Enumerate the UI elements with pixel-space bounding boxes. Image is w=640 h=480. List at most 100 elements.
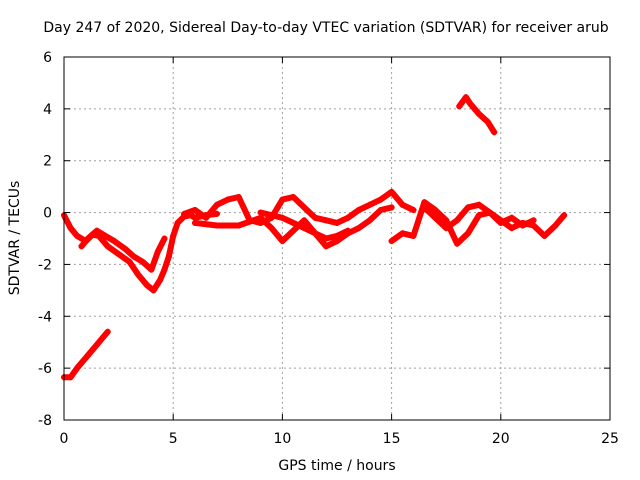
data-point bbox=[279, 196, 286, 203]
y-tick-label: -8 bbox=[38, 413, 52, 429]
y-tick-label: 6 bbox=[43, 50, 52, 66]
data-point bbox=[67, 225, 74, 232]
data-point bbox=[443, 217, 450, 224]
data-point bbox=[454, 217, 461, 224]
data-point bbox=[334, 232, 340, 239]
data-point bbox=[126, 258, 133, 265]
data-point bbox=[312, 230, 319, 237]
y-tick-label: -6 bbox=[38, 361, 52, 377]
data-point bbox=[290, 227, 297, 234]
data-point bbox=[508, 214, 515, 221]
data-point bbox=[268, 212, 275, 219]
x-axis-label: GPS time / hours bbox=[278, 458, 395, 474]
data-point bbox=[115, 251, 122, 258]
data-point bbox=[213, 210, 220, 217]
data-point bbox=[301, 225, 308, 232]
data-point bbox=[130, 253, 137, 260]
data-point bbox=[143, 282, 150, 289]
data-point bbox=[104, 243, 111, 250]
data-point bbox=[475, 212, 482, 219]
data-point bbox=[323, 217, 330, 224]
data-point bbox=[432, 214, 439, 221]
data-point bbox=[312, 214, 319, 221]
data-point bbox=[181, 210, 188, 217]
axes: 0 5 10 15 20 25 -8 -6 -4 -2 0 2 4 6 bbox=[38, 50, 619, 447]
data-point bbox=[224, 196, 231, 203]
y-tick-label: 2 bbox=[43, 154, 52, 170]
data-point bbox=[100, 334, 107, 341]
data-point bbox=[122, 245, 129, 252]
data-point bbox=[82, 354, 89, 361]
data-point bbox=[257, 209, 264, 216]
data-point bbox=[388, 204, 395, 211]
data-point bbox=[192, 206, 199, 213]
data-point bbox=[388, 238, 395, 245]
data-point bbox=[301, 217, 308, 224]
data-point bbox=[491, 129, 498, 136]
data-point bbox=[344, 227, 351, 234]
x-tick-label: 25 bbox=[601, 431, 619, 447]
y-tick-label: -4 bbox=[38, 309, 52, 325]
y-tick-label: -2 bbox=[38, 257, 52, 273]
y-tick-label: 4 bbox=[43, 102, 52, 118]
data-point bbox=[165, 253, 172, 260]
data-point bbox=[484, 118, 491, 125]
data-point bbox=[467, 100, 474, 107]
data-point bbox=[235, 194, 242, 201]
data-point bbox=[432, 206, 439, 213]
data-point bbox=[74, 365, 81, 372]
data-point bbox=[150, 287, 157, 294]
data-point bbox=[139, 258, 146, 265]
plot-frame bbox=[63, 56, 611, 421]
data-point bbox=[170, 232, 177, 239]
data-point bbox=[192, 219, 199, 226]
data-point bbox=[366, 217, 373, 224]
data-series bbox=[61, 94, 568, 381]
y-tick-label: 0 bbox=[43, 206, 52, 222]
data-point bbox=[377, 206, 384, 213]
data-point bbox=[192, 214, 199, 221]
data-point bbox=[519, 222, 526, 229]
data-point bbox=[235, 222, 242, 229]
y-axis-label: SDTVAR / TECUs bbox=[7, 181, 23, 296]
data-point bbox=[85, 235, 92, 242]
data-point bbox=[508, 225, 515, 232]
chart-title: Day 247 of 2020, Sidereal Day-to-day VTE… bbox=[43, 20, 608, 36]
data-point bbox=[355, 225, 362, 232]
data-point bbox=[67, 374, 74, 381]
data-point bbox=[377, 196, 384, 203]
data-point bbox=[421, 199, 428, 206]
series-track-day-a bbox=[181, 188, 417, 226]
data-point bbox=[301, 204, 308, 211]
data-point bbox=[74, 232, 81, 239]
data-point bbox=[443, 225, 450, 232]
data-point bbox=[355, 206, 362, 213]
data-point bbox=[344, 214, 351, 221]
data-point bbox=[465, 230, 472, 237]
data-point bbox=[78, 243, 85, 250]
data-point bbox=[290, 219, 297, 226]
data-point bbox=[475, 111, 482, 118]
data-point bbox=[154, 248, 161, 255]
x-tick-label: 15 bbox=[383, 431, 401, 447]
data-point bbox=[388, 188, 395, 195]
data-point bbox=[366, 201, 373, 208]
x-tick-label: 20 bbox=[492, 431, 510, 447]
data-point bbox=[410, 206, 417, 213]
data-point bbox=[135, 271, 142, 278]
data-point bbox=[161, 266, 168, 273]
data-point bbox=[465, 204, 472, 211]
data-point bbox=[399, 201, 406, 208]
data-point bbox=[279, 214, 286, 221]
data-point bbox=[268, 225, 275, 232]
data-point bbox=[257, 214, 264, 221]
data-point bbox=[91, 344, 98, 351]
data-point bbox=[157, 276, 164, 283]
x-tick-label: 0 bbox=[60, 431, 69, 447]
data-point bbox=[174, 219, 181, 226]
data-point bbox=[334, 238, 340, 245]
x-tick-label: 5 bbox=[169, 431, 178, 447]
data-point bbox=[552, 222, 559, 229]
data-point bbox=[421, 204, 428, 211]
